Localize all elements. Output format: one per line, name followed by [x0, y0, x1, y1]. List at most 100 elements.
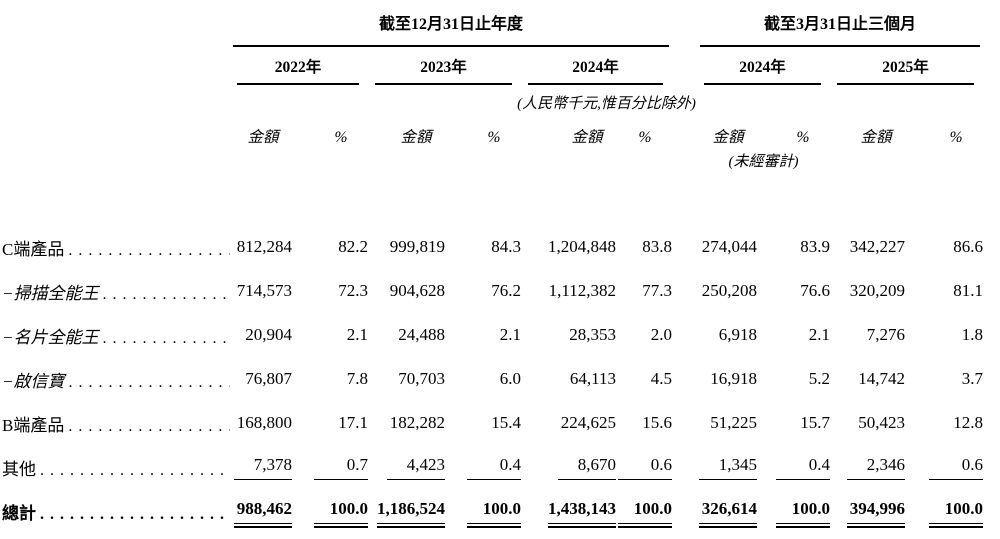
- cell-value: 64,113: [569, 369, 616, 388]
- cell-value: 50,423: [858, 413, 906, 432]
- cell-value: 86.6: [953, 237, 984, 256]
- percent-column-header: %: [487, 129, 501, 146]
- period-group-row: 截至12月31日止年度 截至3月31日止三個月: [0, 6, 983, 47]
- cell-value: 77.3: [642, 281, 673, 300]
- cell-value: 84.3: [491, 237, 521, 256]
- cell-value: 82.2: [338, 237, 368, 256]
- cell-value: 14,742: [858, 369, 906, 388]
- percent-column-header: %: [949, 129, 963, 146]
- dot-leader: [64, 372, 230, 392]
- revenue-breakdown-table: 截至12月31日止年度 截至3月31日止三個月 2022年 2023年 2024…: [0, 6, 984, 533]
- cell-value: 70,703: [398, 369, 445, 388]
- period-group-header-annual: 截至12月31日止年度: [230, 6, 672, 47]
- table-row-camcard: −名片全能王 20,904 2.1 24,488 2.1 28,353 2.0 …: [0, 313, 983, 357]
- cell-value: 394,996: [847, 499, 906, 528]
- cell-value: 16,918: [710, 369, 758, 388]
- cell-value: 224,625: [560, 413, 616, 432]
- cell-value: 15.6: [642, 413, 673, 432]
- cell-value: 2.0: [650, 325, 673, 344]
- cell-value: 320,209: [849, 281, 906, 300]
- cell-value: 100.0: [314, 499, 368, 528]
- cell-value: 988,462: [234, 499, 292, 528]
- cell-value: 100.0: [776, 499, 831, 528]
- cell-value: 81.1: [953, 281, 984, 300]
- cell-value: 15.4: [491, 413, 521, 432]
- cell-value: 76.6: [800, 281, 831, 300]
- cell-value: 904,628: [389, 281, 445, 300]
- year-header-2022: 2022年: [230, 47, 368, 85]
- row-label: −名片全能王: [2, 327, 99, 347]
- percent-column-header: %: [334, 129, 348, 146]
- row-label: 總計: [2, 503, 36, 523]
- cell-value: 100.0: [618, 499, 673, 528]
- cell-value: 250,208: [701, 281, 758, 300]
- cell-value: 0.4: [467, 455, 521, 480]
- cell-value: 1,204,848: [548, 237, 616, 256]
- year-header-2024-q1: 2024年: [697, 47, 830, 85]
- year-header-row: 2022年 2023年 2024年 2024年 2025年: [0, 47, 983, 85]
- cell-value: 1,112,382: [548, 281, 616, 300]
- dot-leader: [36, 504, 230, 524]
- dot-leader: [36, 460, 230, 480]
- cell-value: 7.8: [346, 369, 368, 388]
- cell-value: 0.4: [776, 455, 831, 480]
- table-row-b-products: B端產品 168,800 17.1 182,282 15.4 224,625 1…: [0, 401, 983, 445]
- year-header-2025-q1: 2025年: [830, 47, 983, 85]
- cell-value: 51,225: [710, 413, 758, 432]
- cell-value: 812,284: [236, 237, 292, 256]
- period-group-header-label: 截至3月31日止三個月: [700, 10, 981, 47]
- header-body-spacer: [0, 173, 983, 225]
- cell-value: 3.7: [961, 369, 984, 388]
- cell-value: 17.1: [338, 413, 368, 432]
- cell-value: 83.8: [642, 237, 673, 256]
- cell-value: 1.8: [961, 325, 984, 344]
- label-column-spacer: [0, 6, 230, 47]
- cell-value: 4,423: [387, 455, 445, 480]
- percent-column-header: %: [796, 129, 810, 146]
- cell-value: 12.8: [953, 413, 984, 432]
- unit-note-row: (人民幣千元,惟百分比除外): [0, 85, 983, 115]
- cell-value: 76.2: [491, 281, 521, 300]
- table-row-camscanner: −掃描全能王 714,573 72.3 904,628 76.2 1,112,3…: [0, 269, 983, 313]
- cell-value: 2.1: [346, 325, 368, 344]
- table-row-c-products: C端產品 812,284 82.2 999,819 84.3 1,204,848…: [0, 225, 983, 269]
- table-row-total: 總計 988,462 100.0 1,186,524 100.0 1,438,1…: [0, 489, 984, 533]
- cell-value: 0.6: [929, 455, 984, 480]
- column-header-row: 金額 % 金額 % 金額 % 金額 % 金額 %: [0, 115, 983, 147]
- cell-value: 6,918: [718, 325, 758, 344]
- cell-value: 28,353: [569, 325, 616, 344]
- cell-value: 72.3: [338, 281, 368, 300]
- cell-value: 182,282: [389, 413, 445, 432]
- amount-column-header: 金額: [400, 129, 432, 146]
- cell-value: 274,044: [701, 237, 758, 256]
- amount-column-header: 金額: [247, 129, 279, 146]
- dot-leader: [64, 240, 230, 260]
- cell-value: 1,186,524: [377, 499, 445, 528]
- cell-value: 1,438,143: [548, 499, 616, 528]
- cell-value: 168,800: [236, 413, 292, 432]
- cell-value: 4.5: [650, 369, 673, 388]
- dot-leader: [98, 328, 230, 348]
- table-row-others: 其他 7,378 0.7 4,423 0.4 8,670 0.6 1,345 0…: [0, 445, 984, 489]
- currency-unit-note: (人民幣千元,惟百分比除外): [517, 96, 696, 112]
- cell-value: 326,614: [699, 499, 758, 528]
- cell-value: 0.6: [618, 455, 673, 480]
- cell-value: 6.0: [499, 369, 521, 388]
- cell-value: 83.9: [800, 237, 831, 256]
- cell-value: 2.1: [808, 325, 831, 344]
- period-group-header-quarter: 截至3月31日止三個月: [697, 6, 983, 47]
- table-row-qixinbao: −啟信寶 76,807 7.8 70,703 6.0 64,113 4.5 16…: [0, 357, 983, 401]
- row-label: 其他: [2, 459, 36, 479]
- cell-value: 999,819: [389, 237, 445, 256]
- cell-value: 714,573: [236, 281, 292, 300]
- cell-value: 0.7: [314, 455, 368, 480]
- cell-value: 100.0: [929, 499, 984, 528]
- unaudited-note-row: (未經審計): [0, 147, 983, 173]
- cell-value: 7,378: [234, 455, 292, 480]
- cell-value: 342,227: [849, 237, 906, 256]
- cell-value: 76,807: [245, 369, 292, 388]
- section-gap: [672, 6, 697, 47]
- period-group-header-label: 截至12月31日止年度: [233, 10, 670, 47]
- cell-value: 15.7: [800, 413, 831, 432]
- amount-column-header: 金額: [860, 129, 892, 146]
